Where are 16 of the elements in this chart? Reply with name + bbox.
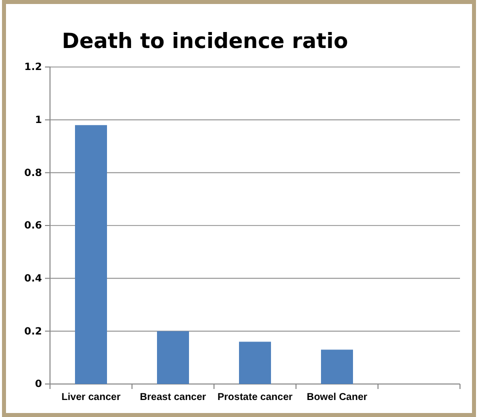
y-tick-label: 1.2 bbox=[24, 62, 42, 74]
y-tick-label: 0.8 bbox=[24, 168, 42, 179]
y-tick-label: 0 bbox=[35, 379, 42, 390]
bar bbox=[75, 125, 107, 384]
bar bbox=[239, 342, 271, 384]
y-tick-label: 0.6 bbox=[24, 220, 42, 232]
y-tick-label: 0.4 bbox=[24, 274, 42, 285]
x-tick-label: Prostate cancer bbox=[217, 392, 293, 404]
y-tick-label: 0.2 bbox=[24, 326, 42, 338]
chart-title: Death to incidence ratio bbox=[62, 29, 348, 53]
y-tick-label: 1 bbox=[35, 115, 42, 126]
bar bbox=[321, 350, 353, 384]
x-tick-label: Liver cancer bbox=[62, 392, 121, 404]
x-tick-label: Breast cancer bbox=[140, 392, 206, 404]
x-tick-label: Bowel Caner bbox=[306, 392, 368, 404]
bar bbox=[157, 331, 189, 384]
